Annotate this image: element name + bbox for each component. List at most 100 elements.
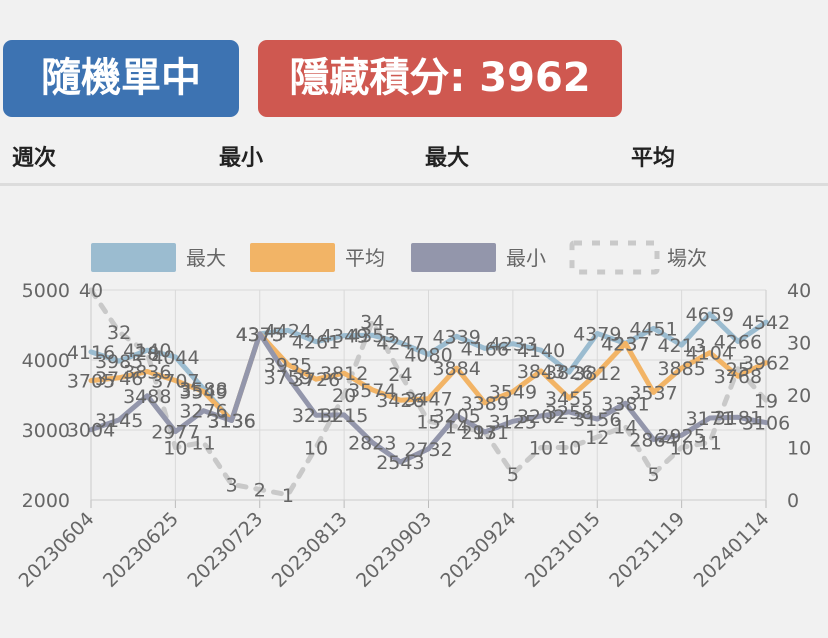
data-label: 3768 [714, 366, 762, 388]
data-label: 4266 [714, 331, 762, 353]
data-label: 4247 [376, 333, 424, 355]
data-label: 3588 [179, 379, 227, 401]
data-label: 20 [332, 385, 356, 407]
data-label: 40 [79, 280, 103, 302]
data-label: 5 [507, 464, 519, 486]
data-label: 3836 [123, 361, 171, 383]
data-label: 3106 [742, 413, 790, 435]
data-label: 4237 [601, 333, 649, 355]
data-label: 10 [557, 438, 581, 460]
data-label: 10 [529, 438, 553, 460]
data-label: 4542 [742, 312, 790, 334]
column-header-avg[interactable]: 平均 [631, 146, 676, 171]
series-line-2 [88, 331, 769, 465]
data-label: 3205 [432, 406, 480, 428]
data-label: 15 [416, 411, 440, 433]
y-left-tick-label: 5000 [22, 280, 70, 302]
data-label: 10 [670, 438, 694, 460]
y-right-tick-label: 0 [787, 490, 799, 512]
data-label: 3549 [179, 382, 227, 404]
data-label: 3389 [461, 393, 509, 415]
data-label: 2823 [348, 432, 396, 454]
legend-swatch [411, 243, 496, 272]
data-label: 3707 [151, 371, 199, 393]
legend-label: 平均 [345, 246, 385, 270]
data-label: 3935 [264, 355, 312, 377]
data-label: 3884 [432, 358, 480, 380]
data-label: 3488 [123, 386, 171, 408]
data-label: 3215 [320, 405, 368, 427]
y-right-tick-label: 20 [787, 385, 811, 407]
data-label: 3705 [67, 371, 115, 393]
data-label: 3426 [376, 390, 424, 412]
data-label: 3759 [264, 367, 312, 389]
data-label: 3202 [517, 406, 565, 428]
series-line-3 [88, 287, 769, 498]
data-label: 4233 [489, 334, 537, 356]
data-label: 25 [726, 359, 750, 381]
legend-swatch [569, 240, 660, 275]
column-header-max[interactable]: 最大 [425, 146, 470, 171]
data-label: 3574 [348, 380, 396, 402]
data-label: 12 [585, 427, 609, 449]
data-label: 13 [473, 422, 497, 444]
data-label: 3826 [545, 362, 593, 384]
x-tick-label: 20230625 [99, 508, 183, 592]
data-label: 2543 [376, 452, 424, 474]
data-label: 3726 [292, 369, 340, 391]
data-label: 4424 [264, 320, 312, 342]
legend-label: 場次 [667, 246, 707, 270]
data-label: 2977 [151, 422, 199, 444]
column-header-min[interactable]: 最小 [219, 146, 264, 171]
data-label: 1 [282, 485, 294, 507]
x-tick-label: 20231119 [605, 508, 689, 592]
data-label: 3962 [742, 353, 790, 375]
data-label: 3136 [207, 410, 255, 432]
data-label: 4451 [629, 318, 677, 340]
column-header-week[interactable]: 週次 [12, 146, 57, 171]
y-right-tick-label: 30 [787, 333, 811, 355]
data-label: 4339 [432, 326, 480, 348]
x-tick-label: 20240114 [690, 508, 774, 592]
x-tick-label: 20230903 [352, 508, 436, 592]
x-tick-label: 20230723 [183, 508, 267, 592]
data-label: 3136 [207, 410, 255, 432]
data-label: 4375 [236, 324, 284, 346]
data-label: 2732 [404, 439, 452, 461]
data-label: 4379 [573, 323, 621, 345]
data-label: 4659 [686, 304, 734, 326]
data-label: 2925 [657, 425, 705, 447]
data-label: 5 [647, 464, 659, 486]
y-right-tick-label: 10 [787, 438, 811, 460]
legend-label: 最小 [506, 246, 546, 270]
y-left-tick-label: 4000 [22, 350, 70, 372]
data-label: 4349 [320, 326, 368, 348]
score-line-chart: 5000 4000 3000 2000 40 30 20 10 0 20230604 2023062… [15, 240, 811, 592]
data-label: 11 [698, 432, 722, 454]
y-right-tick-label: 40 [787, 280, 811, 302]
data-label: 4213 [657, 335, 705, 357]
series-line-0 [88, 311, 769, 423]
y-left-tick-label: 2000 [22, 490, 70, 512]
x-tick-label: 20231015 [521, 508, 605, 592]
data-label: 14 [445, 417, 469, 439]
legend-swatch [250, 243, 335, 272]
data-label: 4116 [67, 342, 115, 364]
data-label: 3812 [320, 363, 368, 385]
data-label: 3004 [67, 420, 115, 442]
data-label: 3156 [573, 409, 621, 431]
legend-label: 最大 [186, 246, 226, 270]
header-divider [0, 183, 828, 186]
data-label: 4261 [292, 332, 340, 354]
data-label: 3211 [292, 405, 340, 427]
data-label: 3276 [179, 401, 227, 423]
x-tick-label: 20230924 [436, 508, 520, 592]
data-label: 19 [754, 390, 778, 412]
data-label: 3171 [686, 408, 734, 430]
data-label: 24 [388, 364, 412, 386]
data-label: 10 [163, 438, 187, 460]
data-label: 3145 [95, 410, 143, 432]
data-label: 3746 [95, 368, 143, 390]
data-label: 4104 [686, 343, 734, 365]
data-label: 32 [107, 322, 131, 344]
